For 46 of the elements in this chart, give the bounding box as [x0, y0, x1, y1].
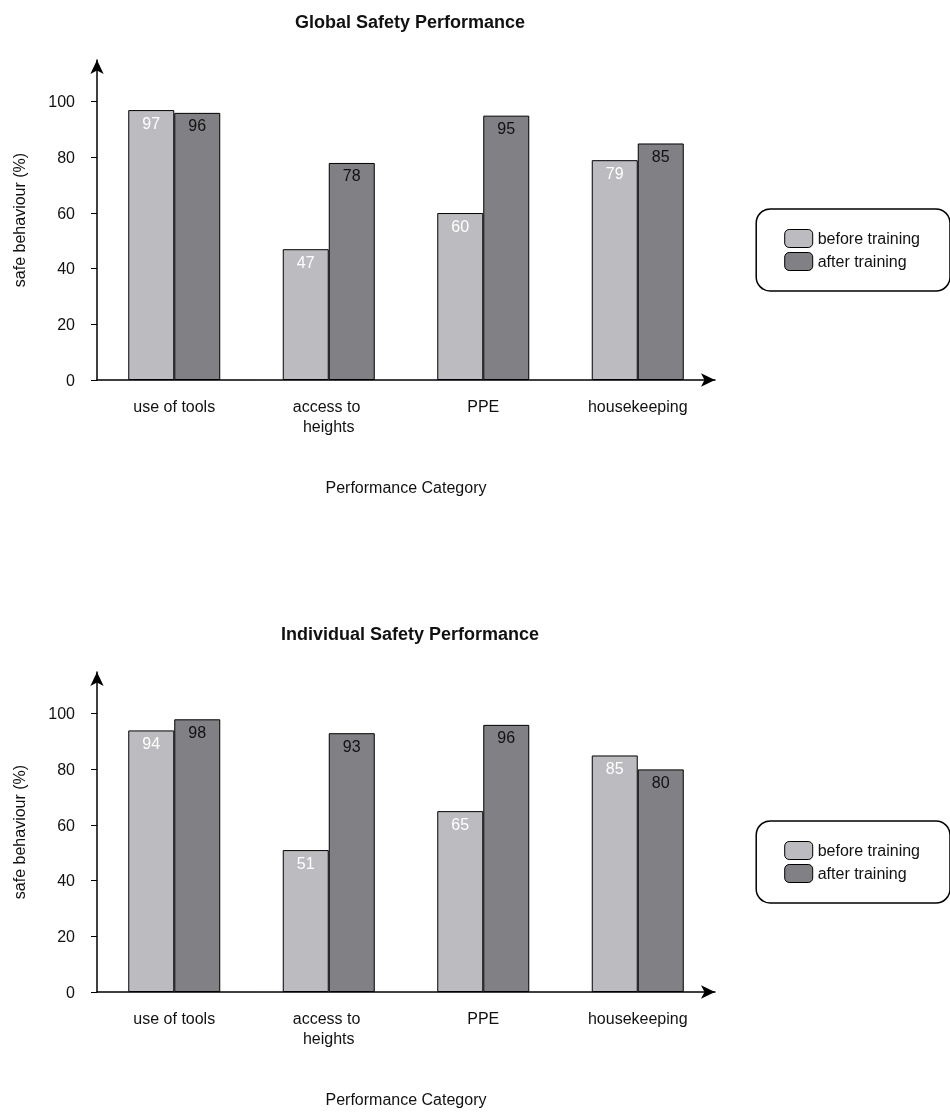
legend-label: after training	[817, 253, 907, 270]
y-tick-label: 20	[57, 315, 76, 333]
y-axis-title: safe behaviour (%)	[10, 152, 28, 288]
y-tick-label: 80	[57, 760, 76, 778]
data-label: 97	[142, 114, 161, 132]
x-tick-label: PPE	[467, 397, 500, 415]
data-label: 79	[605, 164, 624, 182]
x-tick-label: housekeeping	[587, 397, 688, 415]
x-tick-label: access to heights	[292, 1009, 365, 1047]
y-tick-label: 0	[66, 371, 76, 389]
data-label: 85	[651, 147, 670, 165]
y-tick-label: 20	[57, 927, 76, 945]
x-tick-label: PPE	[467, 1009, 500, 1027]
x-tick-label: use of tools	[133, 1009, 216, 1027]
x-tick-label: access to heights	[292, 397, 365, 435]
y-tick-label: 100	[48, 705, 76, 723]
y-tick-label: 40	[57, 872, 76, 890]
data-label: 60	[451, 217, 470, 235]
data-label: 65	[451, 815, 470, 833]
x-axis-title: Performance Category	[325, 1090, 487, 1108]
y-tick-label: 80	[57, 148, 76, 166]
y-tick-label: 0	[66, 983, 76, 1001]
legend-label: after training	[817, 865, 907, 882]
legend-label: before training	[817, 230, 921, 247]
x-tick-label: use of tools	[133, 397, 216, 415]
data-label: 95	[497, 120, 516, 138]
data-label: 94	[142, 734, 161, 752]
x-tick-label: housekeeping	[587, 1009, 688, 1027]
y-tick-label: 60	[57, 204, 76, 222]
y-tick-label: 60	[57, 816, 76, 834]
data-label: 78	[342, 167, 361, 185]
data-label: 47	[296, 253, 315, 271]
chart-title: Individual Safety Performance	[280, 624, 540, 644]
data-label: 80	[651, 773, 670, 791]
data-label: 96	[188, 117, 207, 135]
data-label: 85	[605, 759, 624, 777]
data-label: 51	[296, 854, 315, 872]
legend-label: before training	[817, 842, 921, 859]
y-tick-label: 40	[57, 260, 76, 278]
y-tick-label: 100	[48, 93, 76, 111]
x-axis-title: Performance Category	[325, 478, 487, 496]
chart-title: Global Safety Performance	[294, 12, 526, 32]
y-axis-title: safe behaviour (%)	[10, 764, 28, 900]
data-label: 96	[497, 729, 516, 747]
data-label: 98	[188, 723, 207, 741]
data-label: 93	[342, 737, 361, 755]
